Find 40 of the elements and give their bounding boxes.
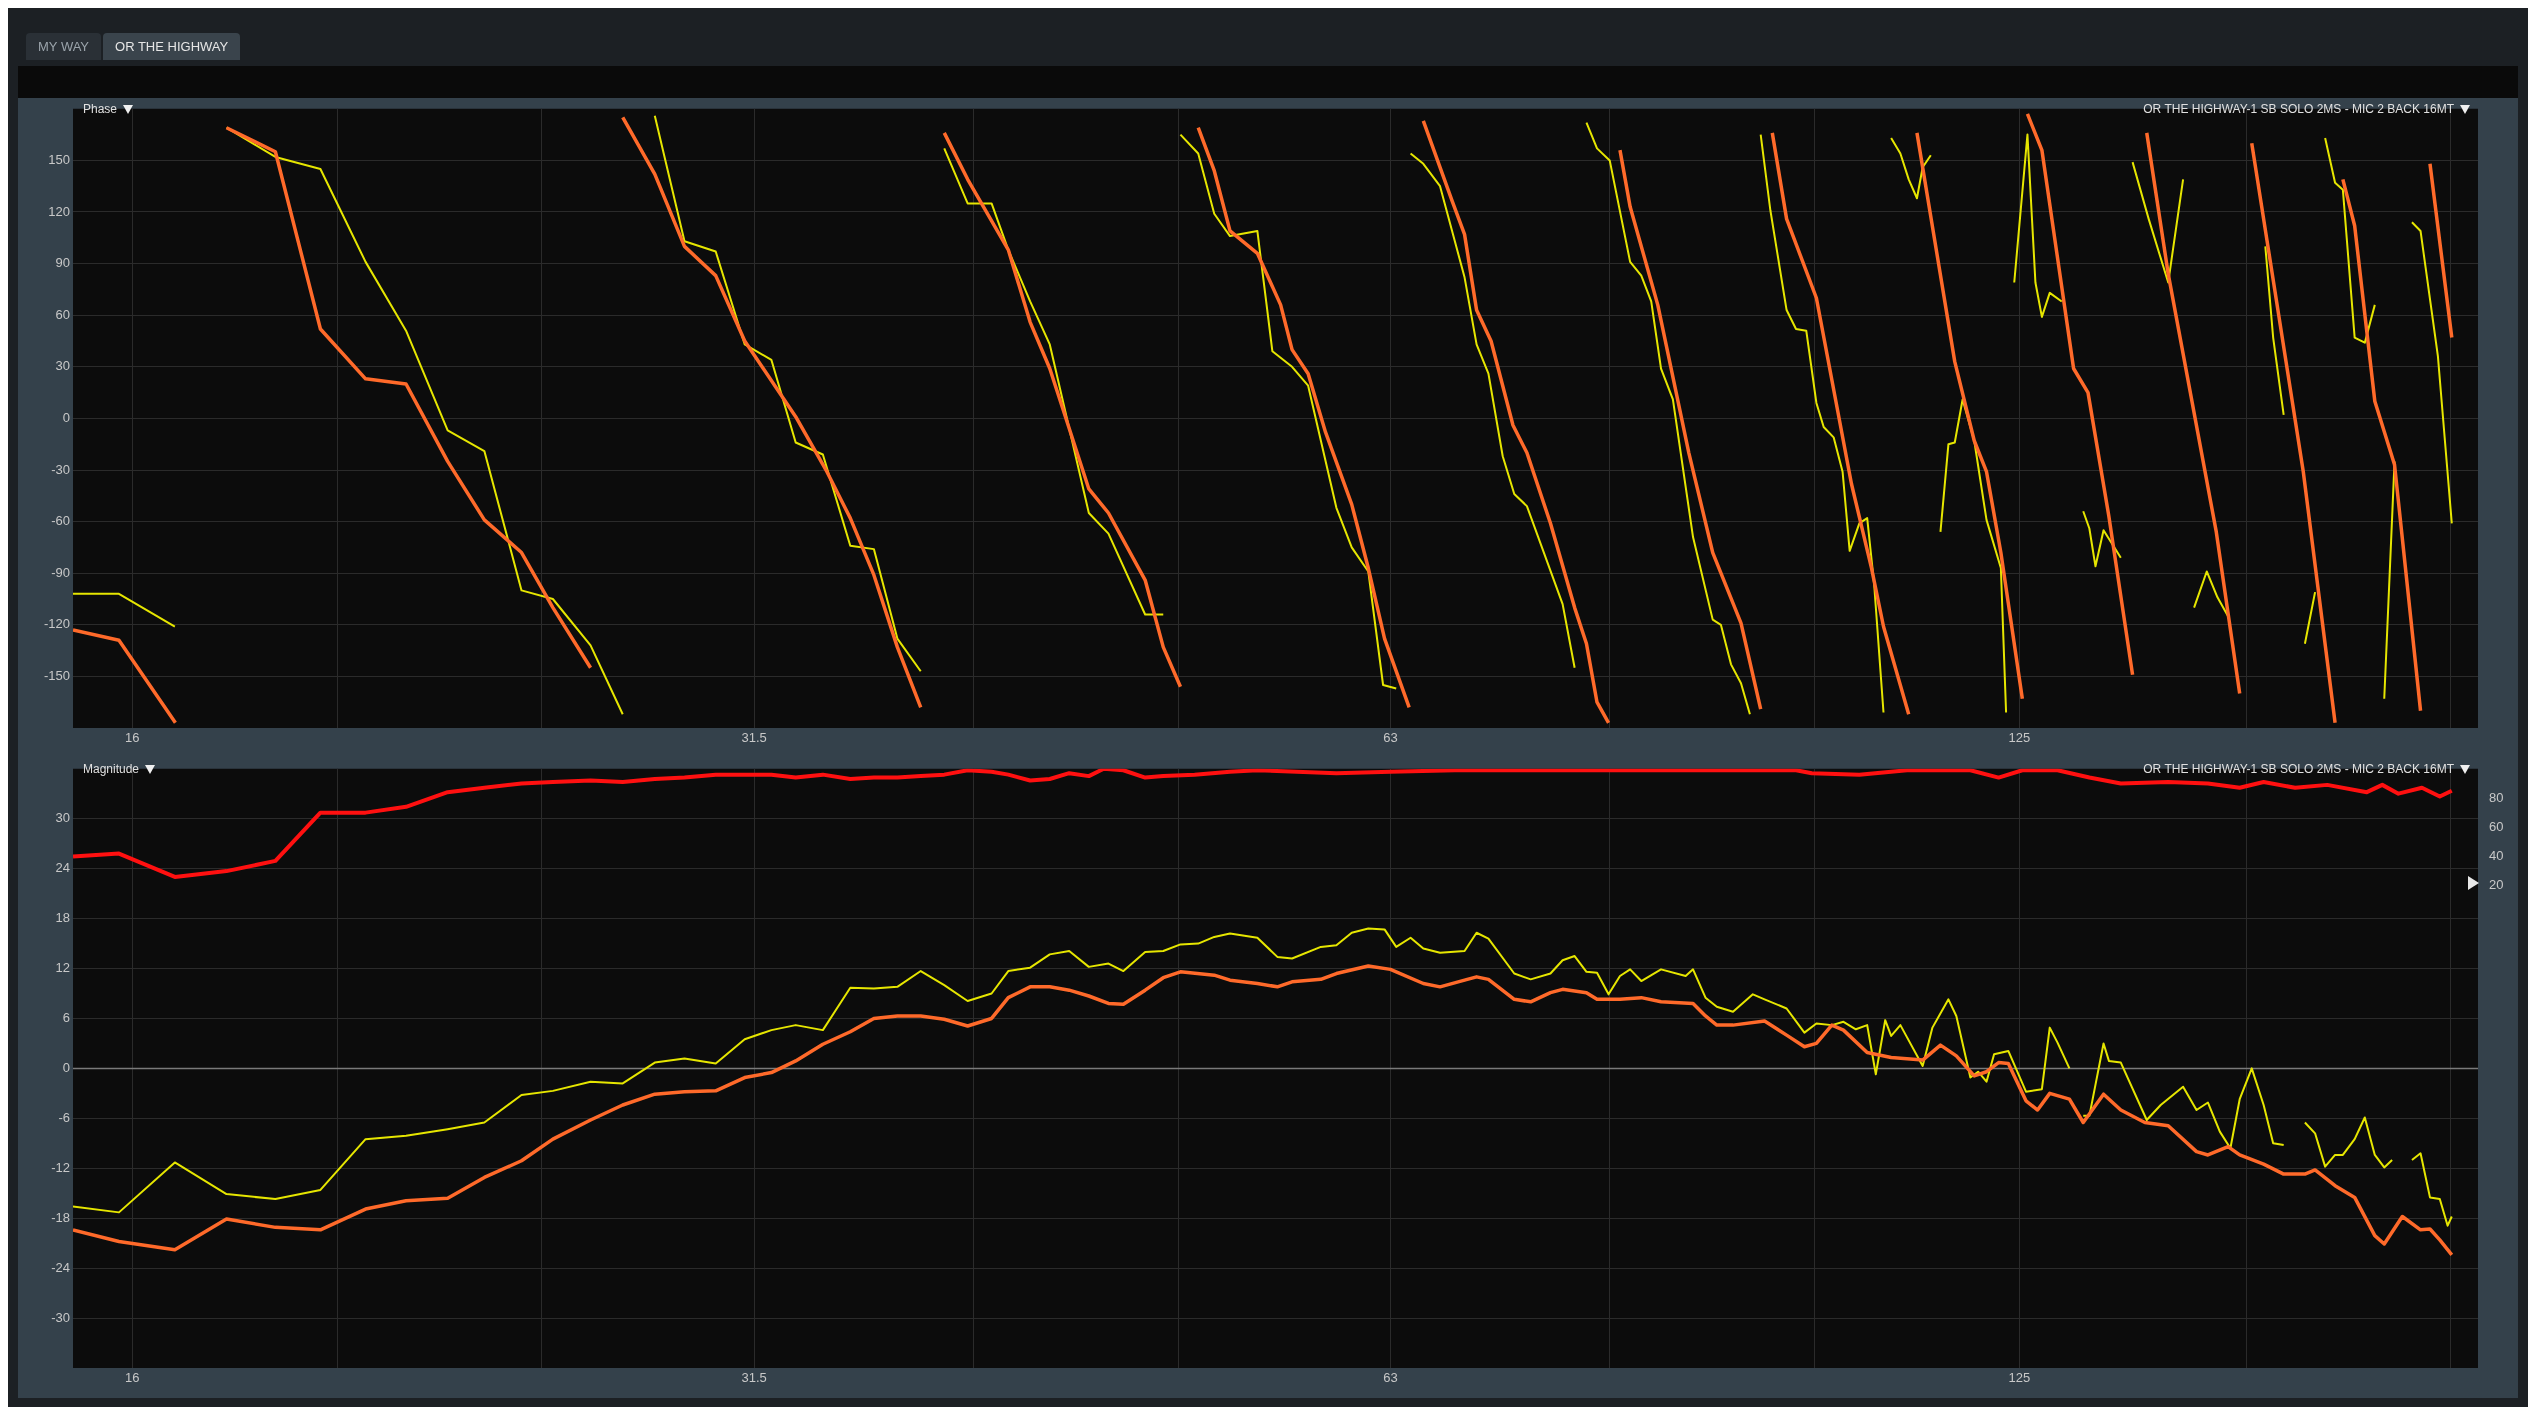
x-tick-label: 63 bbox=[1383, 1370, 1398, 1386]
y-tick-label: -24 bbox=[51, 1259, 70, 1275]
x-tick-label: 125 bbox=[2008, 730, 2031, 746]
y2-tick-label: 40 bbox=[2489, 848, 2504, 864]
x-tick-label: 125 bbox=[2008, 1370, 2031, 1386]
y-tick-label: -120 bbox=[43, 616, 70, 632]
y-tick-label: 30 bbox=[55, 810, 70, 826]
y-tick-label: -60 bbox=[51, 513, 70, 529]
y-tick-label: 90 bbox=[55, 255, 70, 271]
y-tick-label: -30 bbox=[51, 461, 70, 477]
y-tick-label: -30 bbox=[51, 1309, 70, 1325]
chart-title: Phase bbox=[83, 102, 118, 116]
y-tick-label: 60 bbox=[55, 306, 70, 322]
y-tick-label: -150 bbox=[43, 667, 70, 683]
x-tick-label: 16 bbox=[125, 730, 140, 746]
text: OR THE HIGHWAY bbox=[103, 33, 241, 60]
x-tick-label: 31.5 bbox=[741, 730, 767, 746]
y-tick-label: -12 bbox=[51, 1159, 70, 1175]
y2-tick-label: 20 bbox=[2489, 877, 2504, 893]
y-tick-label: 6 bbox=[62, 1010, 70, 1026]
y-tick-label: 12 bbox=[55, 960, 70, 976]
annotation: OR THE HIGHWAY-1 SB SOLO 2MS - MIC 2 BACK 16MT bbox=[2143, 102, 2454, 116]
y2-tick-label: 80 bbox=[2489, 789, 2504, 805]
y-tick-label: 0 bbox=[62, 409, 70, 425]
x-tick-label: 63 bbox=[1383, 730, 1398, 746]
y-tick-label: 30 bbox=[55, 358, 70, 374]
y-tick-label: 18 bbox=[55, 910, 70, 926]
annotation: OR THE HIGHWAY-1 SB SOLO 2MS - MIC 2 BACK 16MT bbox=[2143, 762, 2454, 776]
y-tick-label: 150 bbox=[48, 151, 70, 167]
x-tick-label: 31.5 bbox=[741, 1370, 767, 1386]
chart-title: Magnitude bbox=[83, 762, 140, 776]
x-tick-label: 16 bbox=[125, 1370, 140, 1386]
y-tick-label: 24 bbox=[55, 860, 70, 876]
text: MY WAY bbox=[26, 33, 102, 60]
y-tick-label: -18 bbox=[51, 1209, 70, 1225]
y-tick-label: -90 bbox=[51, 564, 70, 580]
y2-tick-label: 60 bbox=[2489, 818, 2504, 834]
y-tick-label: -6 bbox=[58, 1109, 70, 1125]
y-tick-label: 0 bbox=[62, 1059, 70, 1075]
y-tick-label: 120 bbox=[48, 203, 70, 219]
